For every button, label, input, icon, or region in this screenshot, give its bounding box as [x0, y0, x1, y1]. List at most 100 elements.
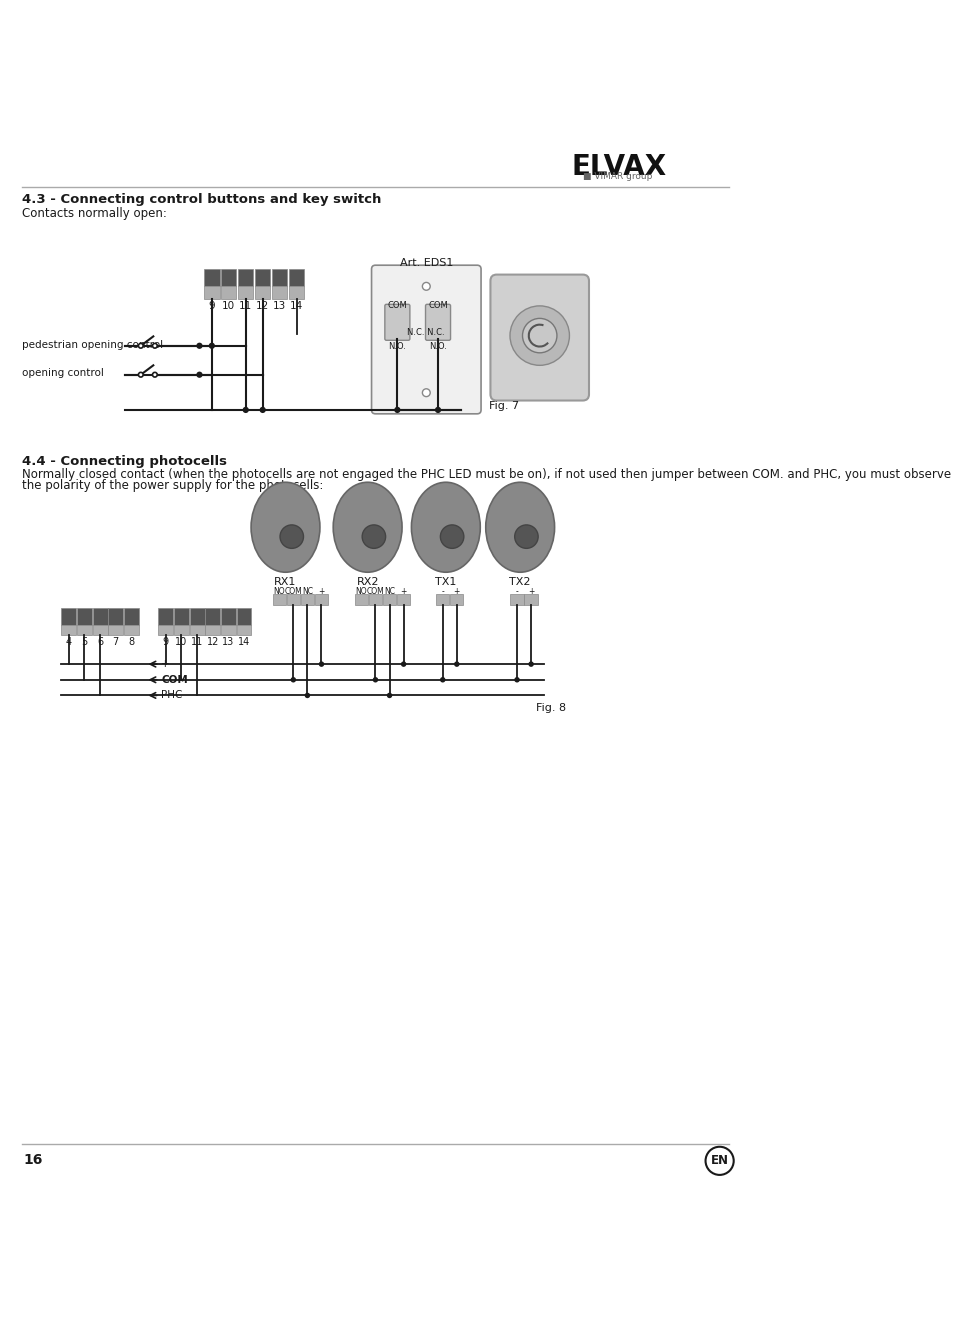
Text: 12: 12 — [206, 637, 219, 646]
Text: RX2: RX2 — [356, 576, 379, 587]
Bar — [397, 594, 410, 604]
Circle shape — [319, 661, 324, 666]
Text: 8: 8 — [129, 637, 134, 646]
Text: +: + — [400, 587, 407, 596]
Text: 10: 10 — [176, 637, 187, 646]
Circle shape — [304, 693, 310, 698]
Text: TX2: TX2 — [510, 576, 531, 587]
Bar — [190, 608, 204, 625]
Text: NO: NO — [355, 587, 367, 596]
Text: COM: COM — [428, 301, 448, 311]
Circle shape — [387, 693, 393, 698]
Bar — [93, 625, 108, 635]
Bar — [221, 270, 236, 287]
Bar — [108, 625, 123, 635]
Text: 13: 13 — [223, 637, 234, 646]
Bar — [272, 287, 287, 299]
Text: 11: 11 — [239, 301, 252, 311]
Bar — [204, 287, 220, 299]
Bar — [238, 270, 253, 287]
Text: 4.4 - Connecting photocells: 4.4 - Connecting photocells — [22, 455, 227, 468]
Circle shape — [510, 305, 569, 365]
Bar — [236, 608, 252, 625]
Bar — [61, 625, 76, 635]
Bar — [238, 287, 253, 299]
Bar — [524, 594, 538, 604]
Circle shape — [259, 407, 266, 412]
Text: TX1: TX1 — [435, 576, 457, 587]
Text: N.O.: N.O. — [389, 342, 406, 350]
Text: pedestrian opening control: pedestrian opening control — [22, 340, 163, 349]
Circle shape — [454, 661, 460, 666]
Text: ELVAX: ELVAX — [571, 153, 666, 181]
Text: 12: 12 — [256, 301, 270, 311]
FancyBboxPatch shape — [372, 266, 481, 414]
Text: Fig. 7: Fig. 7 — [489, 401, 519, 411]
Bar — [93, 608, 108, 625]
Text: EN: EN — [710, 1154, 729, 1167]
Bar — [315, 594, 328, 604]
Ellipse shape — [486, 483, 555, 572]
Bar — [221, 625, 236, 635]
Text: 5: 5 — [82, 637, 87, 646]
Text: 9: 9 — [208, 301, 215, 311]
Circle shape — [197, 342, 203, 349]
Text: 16: 16 — [23, 1153, 43, 1167]
Text: RX1: RX1 — [275, 576, 297, 587]
Circle shape — [515, 677, 519, 682]
Bar — [124, 625, 139, 635]
Bar — [124, 608, 139, 625]
Text: 4: 4 — [66, 637, 72, 646]
Text: Contacts normally open:: Contacts normally open: — [22, 206, 167, 219]
Text: Normally closed contact (when the photocells are not engaged the PHC LED must be: Normally closed contact (when the photoc… — [22, 468, 951, 481]
Text: opening control: opening control — [22, 369, 104, 378]
Bar — [450, 594, 464, 604]
Bar — [205, 625, 220, 635]
Bar — [174, 608, 189, 625]
Text: -: - — [442, 587, 444, 596]
Text: +: + — [528, 587, 535, 596]
Text: 9: 9 — [163, 637, 169, 646]
Bar — [108, 608, 123, 625]
Ellipse shape — [252, 483, 320, 572]
Bar — [272, 270, 287, 287]
Bar — [205, 608, 220, 625]
Bar — [369, 594, 382, 604]
Circle shape — [395, 407, 400, 412]
Circle shape — [422, 389, 430, 397]
Text: 6: 6 — [97, 637, 103, 646]
Circle shape — [528, 661, 534, 666]
Text: 4.3 - Connecting control buttons and key switch: 4.3 - Connecting control buttons and key… — [22, 193, 381, 206]
Circle shape — [197, 371, 203, 378]
Bar — [77, 608, 92, 625]
Text: NO: NO — [274, 587, 285, 596]
Text: COM: COM — [367, 587, 384, 596]
Bar — [61, 608, 76, 625]
Text: 14: 14 — [290, 301, 303, 311]
Bar — [255, 287, 271, 299]
Bar — [77, 625, 92, 635]
Text: COM: COM — [284, 587, 302, 596]
Circle shape — [362, 525, 386, 549]
FancyBboxPatch shape — [425, 304, 450, 340]
Circle shape — [435, 407, 442, 412]
Bar — [289, 287, 304, 299]
Bar — [221, 608, 236, 625]
Bar — [190, 625, 204, 635]
Ellipse shape — [333, 483, 402, 572]
Text: NC: NC — [384, 587, 395, 596]
Circle shape — [243, 407, 249, 412]
Text: 11: 11 — [191, 637, 204, 646]
Text: Fig. 8: Fig. 8 — [536, 703, 566, 714]
Circle shape — [291, 677, 296, 682]
Circle shape — [440, 677, 445, 682]
Bar — [300, 594, 314, 604]
Bar — [287, 594, 300, 604]
Text: +: + — [161, 660, 170, 669]
Bar — [511, 594, 524, 604]
Text: -: - — [516, 587, 518, 596]
Text: +: + — [319, 587, 324, 596]
Bar — [158, 608, 173, 625]
Text: 13: 13 — [273, 301, 286, 311]
FancyBboxPatch shape — [385, 304, 410, 340]
